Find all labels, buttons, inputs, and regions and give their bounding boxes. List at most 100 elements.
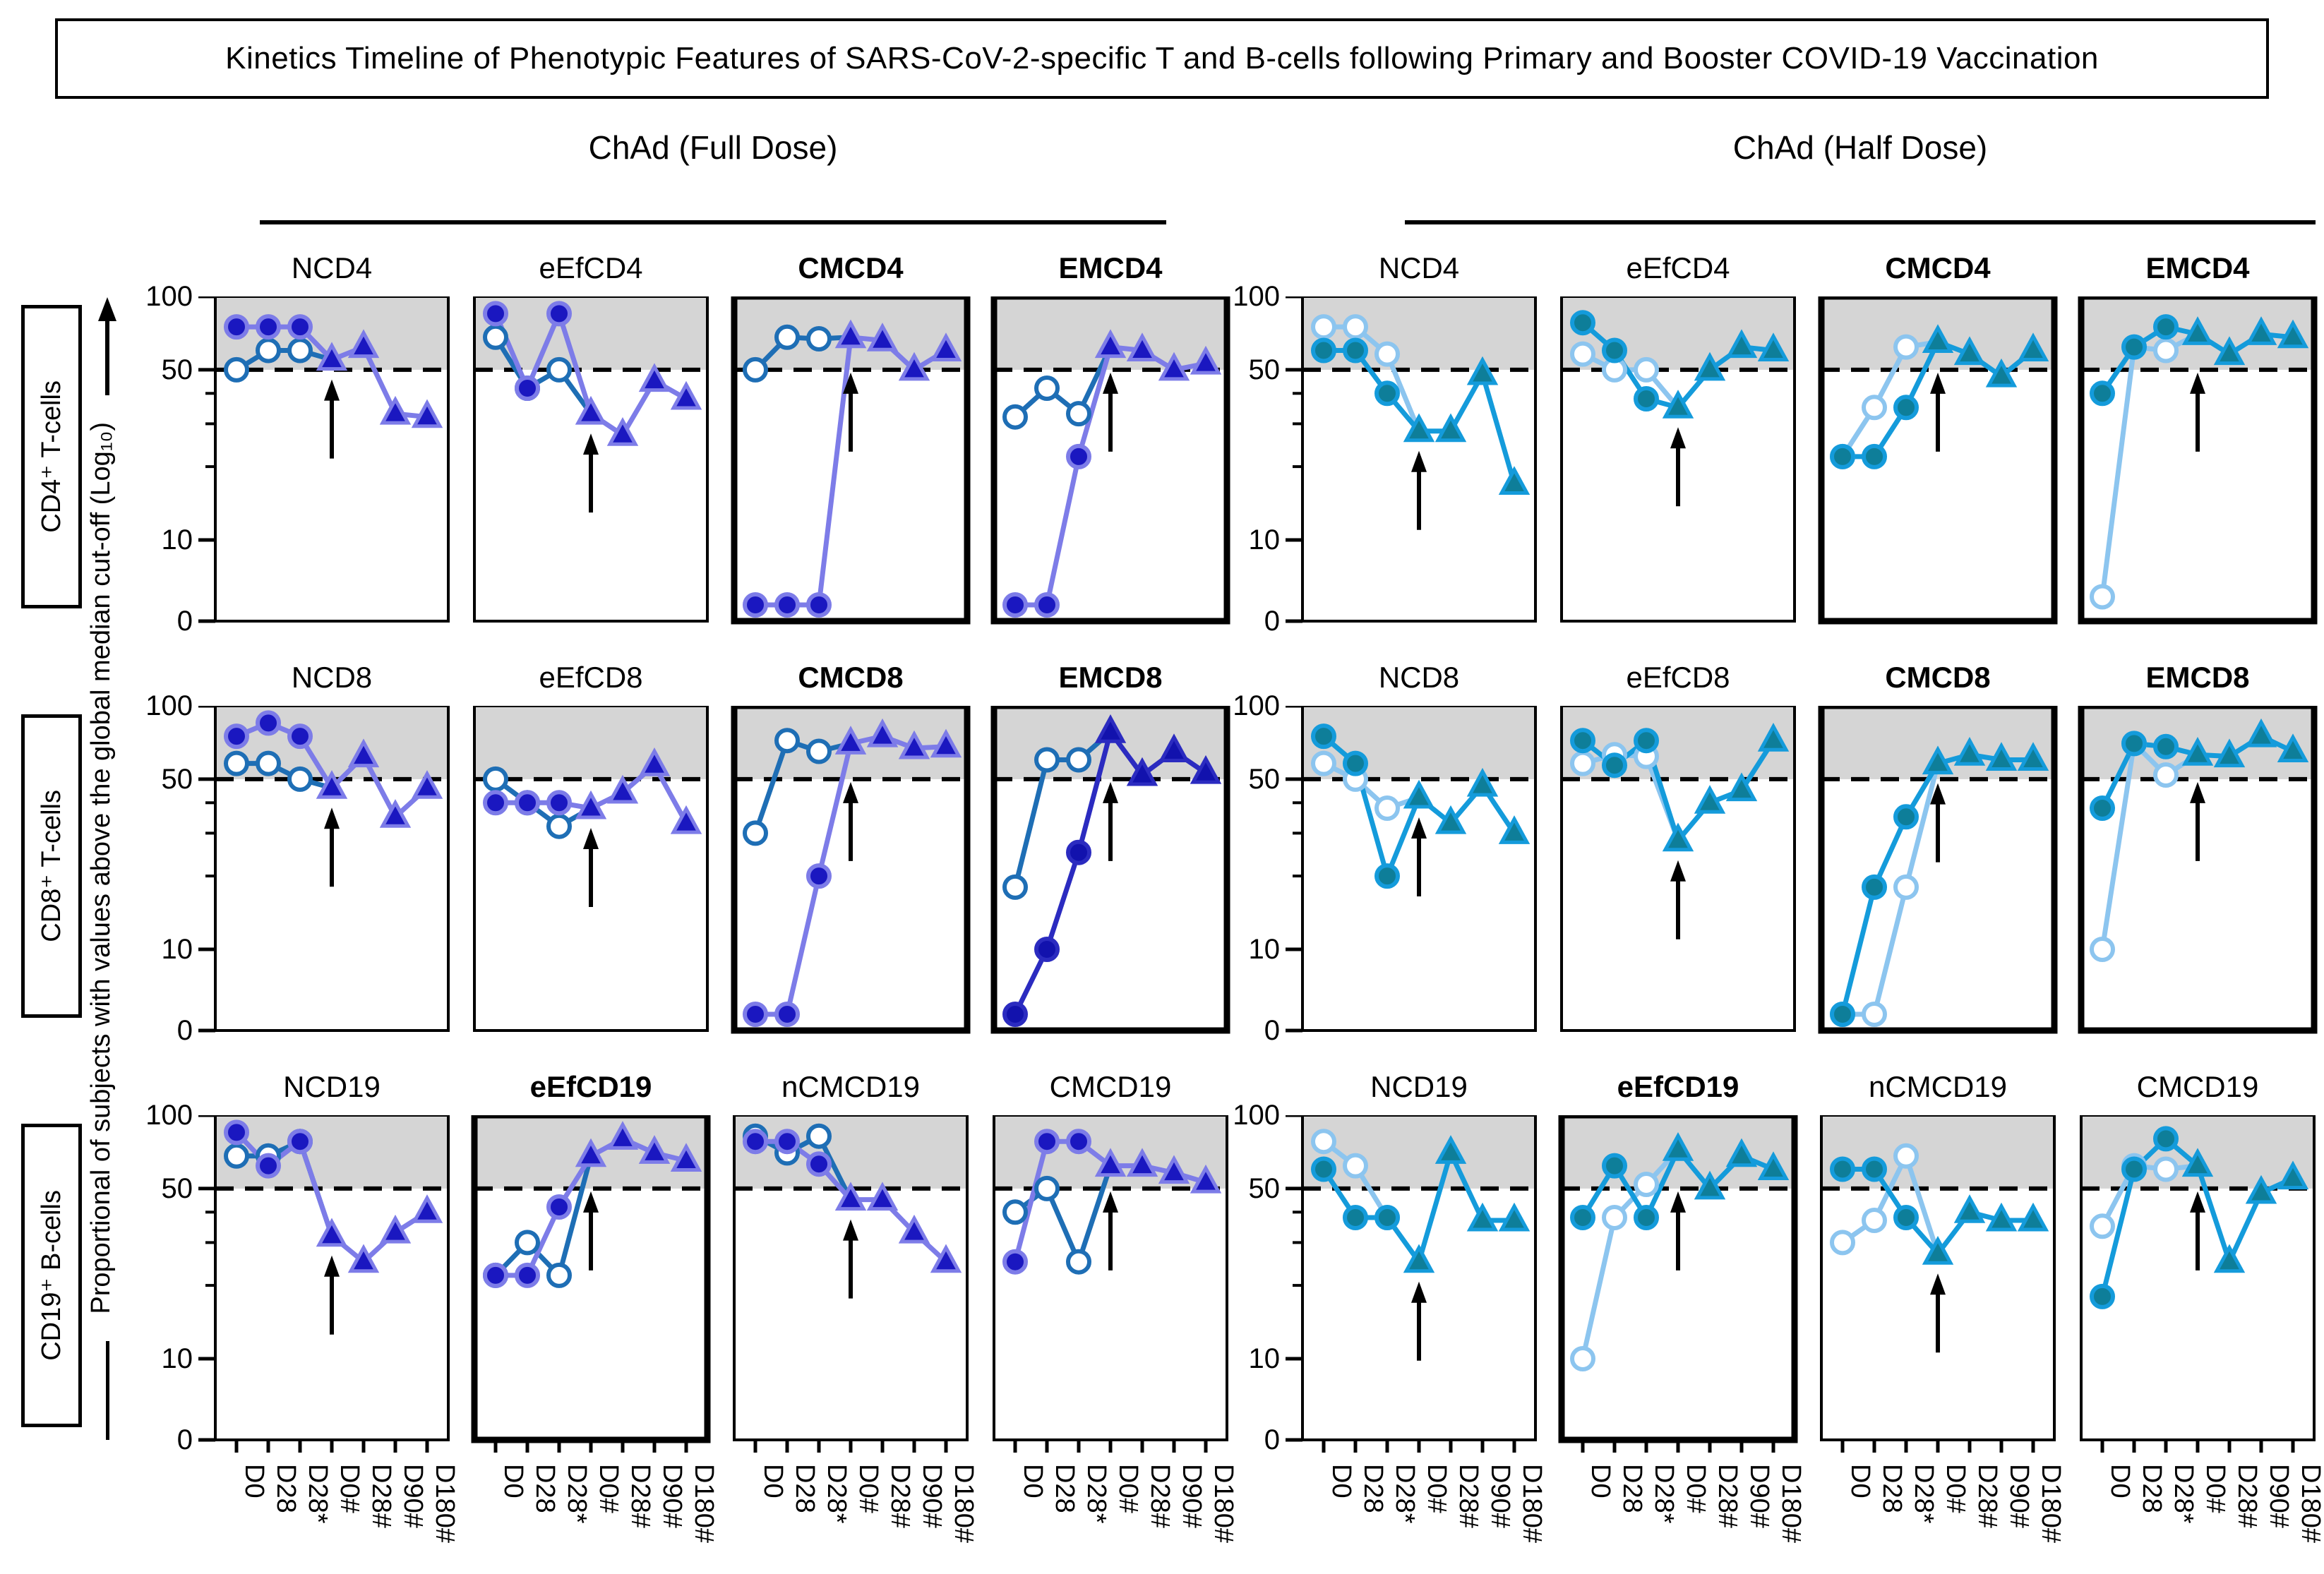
data-point-triangle	[1434, 413, 1467, 443]
data-point-triangle	[638, 363, 671, 392]
data-point-triangle	[1466, 1202, 1499, 1232]
data-point-open-circle	[774, 324, 800, 350]
booster-arrow-icon	[324, 379, 340, 459]
data-point-triangle	[2213, 336, 2246, 366]
data-point-triangle	[2213, 738, 2246, 768]
data-point-open-circle	[1034, 747, 1060, 773]
data-point-triangle	[2277, 733, 2309, 762]
y-tick-label: 100	[1233, 1100, 1280, 1131]
data-point-triangle	[866, 1182, 899, 1211]
panel-border	[2078, 706, 2318, 1034]
panel-border	[1301, 1115, 1537, 1441]
data-point-filled-circle	[1066, 443, 1091, 469]
data-point-filled-circle	[774, 592, 800, 618]
x-tick-label: D28	[1617, 1464, 1647, 1513]
data-point-filled-circle	[2090, 795, 2115, 821]
data-point-triangle	[834, 726, 867, 755]
data-point-triangle	[1985, 1202, 2018, 1232]
data-point-filled-circle	[1311, 337, 1336, 364]
data-point-open-circle	[546, 1262, 572, 1288]
data-point-filled-circle	[1602, 752, 1627, 779]
booster-arrow-icon	[1930, 1273, 1946, 1353]
x-tick-label: D180#	[1209, 1464, 1238, 1543]
x-tick-label: D90#	[398, 1464, 428, 1528]
data-point-triangle	[1126, 332, 1158, 361]
data-point-filled-circle	[743, 592, 768, 618]
panel-border	[214, 1115, 450, 1441]
booster-arrow-icon	[1670, 860, 1686, 939]
data-point-open-circle	[806, 1123, 832, 1149]
data-point-filled-circle	[1002, 1249, 1028, 1275]
data-point-open-circle	[2153, 1156, 2179, 1182]
booster-arrow-icon	[324, 1255, 340, 1335]
x-tick-label: D28*	[303, 1464, 333, 1524]
panel-title-NCD8-full: NCD8	[291, 661, 373, 694]
panel-nCMCD19-full	[733, 1115, 969, 1453]
data-point-open-circle	[1034, 376, 1060, 401]
data-point-open-circle	[2090, 1213, 2115, 1239]
panel-border	[1820, 1115, 2056, 1441]
data-point-triangle	[1985, 742, 2018, 771]
data-point-open-circle	[256, 337, 281, 364]
data-point-filled-circle	[806, 1151, 832, 1177]
x-tick-label: D28	[1358, 1464, 1388, 1513]
data-point-triangle	[1953, 336, 1986, 366]
y-tick-label: 0	[176, 1424, 193, 1455]
x-tick-label: D28	[271, 1464, 301, 1513]
data-point-filled-circle	[256, 1153, 281, 1179]
data-point-open-circle	[1343, 1153, 1368, 1179]
y-tick-label: 50	[1248, 1172, 1281, 1204]
data-point-filled-circle	[1830, 1002, 1855, 1027]
data-point-triangle	[638, 1135, 671, 1164]
panel-border	[990, 706, 1230, 1034]
x-tick-label: D180#	[2036, 1464, 2066, 1543]
data-point-triangle	[1094, 1148, 1127, 1177]
data-point-filled-circle	[1862, 1156, 1887, 1182]
data-point-open-circle	[1066, 747, 1091, 773]
panel-border	[731, 706, 971, 1034]
x-tick-label: D180#	[949, 1464, 978, 1543]
data-point-filled-circle	[774, 1002, 800, 1027]
x-tick-label: D28*	[1649, 1464, 1679, 1524]
data-point-open-circle	[2153, 762, 2179, 788]
x-tick-label: D90#	[2264, 1464, 2294, 1528]
x-tick-label: D0	[1018, 1464, 1048, 1498]
booster-arrow-icon	[324, 807, 340, 887]
panel-EMCD4-full	[990, 296, 1230, 625]
x-tick-label: D90#	[657, 1464, 687, 1528]
data-point-open-circle	[1002, 1199, 1028, 1225]
data-point-filled-circle	[224, 314, 249, 340]
data-point-triangle	[2181, 736, 2214, 766]
data-point-open-circle	[774, 728, 800, 754]
booster-arrow-icon	[1411, 450, 1427, 530]
group-underline-half	[1405, 220, 2316, 224]
data-point-open-circle	[1002, 404, 1028, 430]
x-tick-label: D28#	[1713, 1464, 1742, 1528]
panel-title-eEfCD19-full: eEfCD19	[529, 1070, 652, 1103]
data-point-open-circle	[515, 1230, 540, 1256]
data-point-filled-circle	[1634, 386, 1659, 411]
data-point-triangle	[1694, 1170, 1726, 1200]
data-point-filled-circle	[1343, 337, 1368, 364]
data-point-filled-circle	[1374, 1205, 1400, 1230]
data-point-open-circle	[1002, 874, 1028, 900]
panel-title-EMCD4-half: EMCD4	[2145, 251, 2250, 284]
panel-title-CMCD19-half: CMCD19	[2136, 1070, 2259, 1103]
data-point-triangle	[411, 399, 443, 428]
data-point-triangle	[1725, 772, 1758, 802]
data-point-filled-circle	[2153, 314, 2179, 340]
booster-arrow-icon	[1930, 783, 1946, 863]
data-point-open-circle	[2153, 337, 2179, 364]
panel-border	[473, 296, 709, 623]
y-tick-label: 10	[1248, 1343, 1281, 1374]
x-tick-label: D0#	[594, 1464, 623, 1513]
y-tick-label: 0	[1264, 606, 1280, 637]
panel-CMCD8-half	[1818, 706, 2058, 1034]
data-point-filled-circle	[1034, 1129, 1060, 1155]
secondary-series-line	[753, 335, 853, 373]
data-point-filled-circle	[743, 1129, 768, 1155]
x-tick-label: D180#	[689, 1464, 719, 1543]
panel-border	[471, 1115, 711, 1443]
panel-title-CMCD4-full: CMCD4	[798, 251, 904, 284]
panel-title-CMCD8-full: CMCD8	[798, 661, 904, 694]
